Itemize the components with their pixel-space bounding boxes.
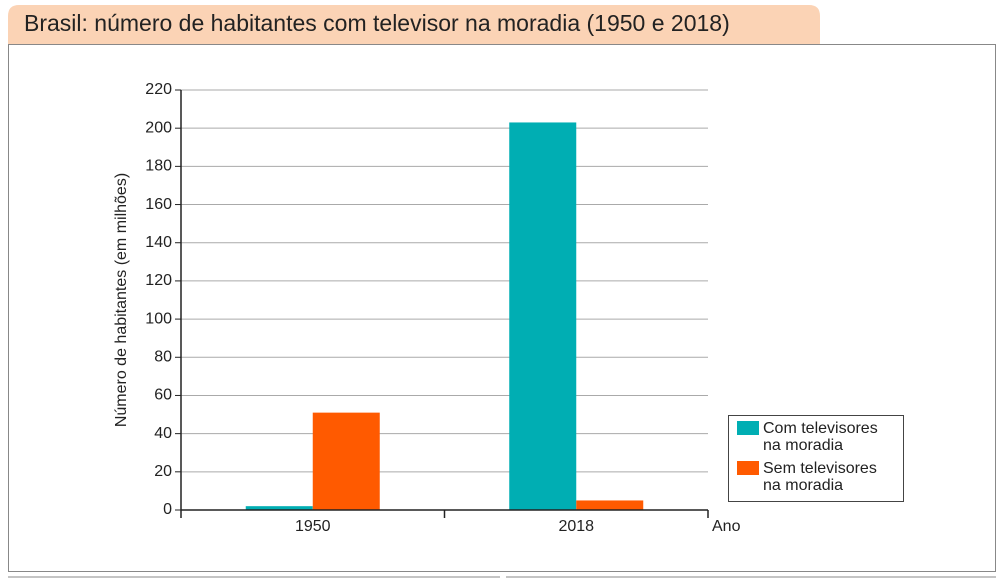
y-tick-label: 120 (145, 272, 172, 289)
x-tick-label: 2018 (558, 518, 594, 535)
legend-item: Com televisores na moradia (737, 420, 897, 454)
legend-label: Com televisores na moradia (763, 420, 878, 454)
y-axis-label: Número de habitantes (em milhões) (113, 173, 130, 427)
y-tick-label: 220 (145, 81, 172, 98)
bar (245, 506, 313, 510)
legend: Com televisores na moradia Sem televisore… (728, 415, 904, 502)
y-tick-label: 20 (154, 463, 172, 480)
x-axis-label: Ano (712, 518, 741, 535)
title-band (8, 5, 820, 44)
y-tick-label: 40 (154, 425, 172, 442)
chart-title: Brasil: número de habitantes com televis… (24, 10, 730, 36)
frame (8, 44, 996, 572)
y-tick-label: 60 (154, 387, 172, 404)
y-tick-label: 180 (145, 158, 172, 175)
y-tick-label: 0 (163, 501, 172, 518)
y-tick-label: 80 (154, 348, 172, 365)
bar (576, 500, 644, 510)
legend-item: Sem televisores na moradia (737, 460, 897, 494)
x-tick-label: 1950 (295, 518, 331, 535)
y-tick-label: 140 (145, 234, 172, 251)
legend-swatch (737, 421, 759, 435)
legend-swatch (737, 461, 759, 475)
legend-label: Sem televisores na moradia (763, 460, 877, 494)
bar (312, 412, 380, 510)
bar (509, 122, 577, 511)
y-tick-label: 160 (145, 196, 172, 213)
y-tick-label: 200 (145, 119, 172, 136)
y-tick-label: 100 (145, 310, 172, 327)
